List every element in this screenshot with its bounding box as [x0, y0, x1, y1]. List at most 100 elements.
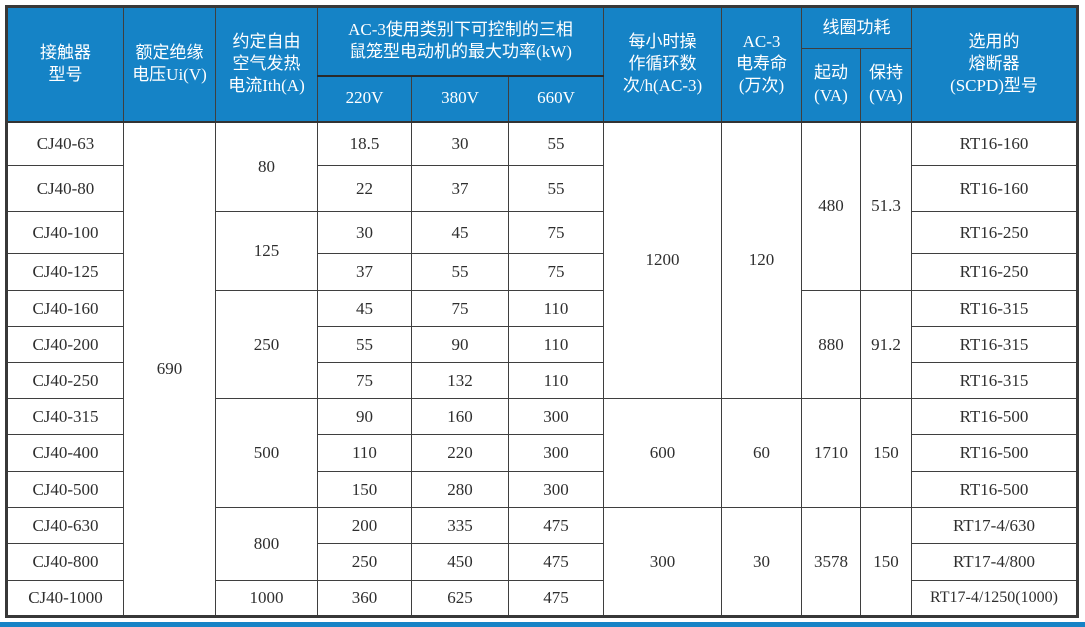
model-cell: CJ40-100 — [6, 211, 124, 254]
power-660-cell: 110 — [508, 362, 604, 399]
power-220-cell: 200 — [317, 507, 412, 544]
power-380-cell: 37 — [411, 165, 509, 212]
ith-span-cell: 125 — [215, 211, 318, 291]
coil-hold-span-cell: 91.2 — [860, 290, 912, 399]
fuse-cell: RT17-4/1250(1000) — [911, 580, 1078, 617]
fuse-cell: RT16-500 — [911, 471, 1078, 508]
power-220-cell: 90 — [317, 398, 412, 435]
table-row: CJ40-100 125 30 45 75 RT16-250 — [6, 211, 1078, 291]
model-cell: CJ40-500 — [6, 471, 124, 508]
table-row: CJ40-160 250 45 75 110 880 91.2 RT16-315 — [6, 290, 1078, 399]
header-220v: 220V — [317, 75, 412, 122]
ith-span-cell: 800 — [215, 507, 318, 581]
table-row: CJ40-125 37 55 75 RT16-250 — [6, 253, 1078, 291]
model-cell: CJ40-160 — [6, 290, 124, 327]
power-220-cell: 250 — [317, 543, 412, 581]
power-660-cell: 55 — [508, 165, 604, 212]
header-contactor-model: 接触器 型号 — [6, 6, 124, 122]
model-cell: CJ40-250 — [6, 362, 124, 399]
power-660-cell: 75 — [508, 253, 604, 291]
power-380-cell: 45 — [411, 211, 509, 254]
model-cell: CJ40-800 — [6, 543, 124, 581]
ui-span-cell: 690 — [123, 121, 216, 617]
power-660-cell: 475 — [508, 543, 604, 581]
ops-span-cell: 1200 — [603, 121, 722, 399]
table-row: CJ40-630 800 200 335 475 300 30 3578 150… — [6, 507, 1078, 617]
fuse-cell: RT16-160 — [911, 165, 1078, 212]
fuse-cell: RT16-160 — [911, 121, 1078, 166]
fuse-cell: RT16-500 — [911, 434, 1078, 472]
ith-span-cell: 500 — [215, 398, 318, 508]
coil-start-span-cell: 1710 — [801, 398, 861, 508]
header-max-power-group: AC-3使用类别下可控制的三相 鼠笼型电动机的最大功率(kW) — [317, 6, 604, 77]
power-380-cell: 132 — [411, 362, 509, 399]
ops-span-cell: 300 — [603, 507, 722, 617]
fuse-cell: RT16-500 — [911, 398, 1078, 435]
power-660-cell: 475 — [508, 580, 604, 617]
power-660-cell: 55 — [508, 121, 604, 166]
life-span-cell: 60 — [721, 398, 802, 508]
coil-start-span-cell: 880 — [801, 290, 861, 399]
power-660-cell: 300 — [508, 398, 604, 435]
power-220-cell: 75 — [317, 362, 412, 399]
model-cell: CJ40-400 — [6, 434, 124, 472]
header-operating-cycles: 每小时操 作循环数 次/h(AC-3) — [603, 6, 722, 122]
coil-hold-span-cell: 51.3 — [860, 121, 912, 291]
power-660-cell: 110 — [508, 290, 604, 327]
header-380v: 380V — [411, 75, 509, 122]
power-380-cell: 220 — [411, 434, 509, 472]
fuse-cell: RT16-250 — [911, 253, 1078, 291]
coil-hold-span-cell: 150 — [860, 398, 912, 508]
header-coil-start: 起动 (VA) — [801, 48, 861, 122]
model-cell: CJ40-630 — [6, 507, 124, 544]
power-220-cell: 30 — [317, 211, 412, 254]
power-380-cell: 450 — [411, 543, 509, 581]
table-row: CJ40-315 500 90 160 300 600 60 1710 150 … — [6, 398, 1078, 508]
model-cell: CJ40-80 — [6, 165, 124, 212]
fuse-cell: RT16-250 — [911, 211, 1078, 254]
power-660-cell: 300 — [508, 434, 604, 472]
coil-hold-span-cell: 150 — [860, 507, 912, 617]
bottom-accent-strip — [0, 622, 1085, 627]
coil-start-span-cell: 480 — [801, 121, 861, 291]
power-380-cell: 160 — [411, 398, 509, 435]
life-span-cell: 120 — [721, 121, 802, 399]
header-660v: 660V — [508, 75, 604, 122]
fuse-cell: RT16-315 — [911, 326, 1078, 363]
table-row: CJ40-500 150 280 300 RT16-500 — [6, 471, 1078, 508]
header-coil-consumption-group: 线圈功耗 — [801, 6, 912, 49]
model-cell: CJ40-125 — [6, 253, 124, 291]
table-row: CJ40-1000 1000 360 625 475 RT17-4/1250(1… — [6, 580, 1078, 617]
model-cell: CJ40-315 — [6, 398, 124, 435]
table-row: CJ40-250 75 132 110 RT16-315 — [6, 362, 1078, 399]
power-380-cell: 55 — [411, 253, 509, 291]
table-row: CJ40-800 250 450 475 RT17-4/800 — [6, 543, 1078, 581]
power-220-cell: 55 — [317, 326, 412, 363]
table-row: CJ40-400 110 220 300 RT16-500 — [6, 434, 1078, 472]
power-220-cell: 360 — [317, 580, 412, 617]
fuse-cell: RT17-4/630 — [911, 507, 1078, 544]
power-380-cell: 335 — [411, 507, 509, 544]
power-220-cell: 37 — [317, 253, 412, 291]
power-220-cell: 22 — [317, 165, 412, 212]
power-380-cell: 75 — [411, 290, 509, 327]
header-fuse-type: 选用的 熔断器 (SCPD)型号 — [911, 6, 1078, 122]
power-660-cell: 110 — [508, 326, 604, 363]
table-header: 接触器 型号 额定绝缘 电压Ui(V) 约定自由 空气发热 电流Ith(A) A… — [6, 6, 1078, 122]
power-220-cell: 45 — [317, 290, 412, 327]
model-cell: CJ40-63 — [6, 121, 124, 166]
contactor-spec-table: 接触器 型号 额定绝缘 电压Ui(V) 约定自由 空气发热 电流Ith(A) A… — [5, 5, 1079, 618]
table-row: CJ40-80 22 37 55 RT16-160 — [6, 165, 1078, 212]
ith-span-cell: 80 — [215, 121, 318, 212]
header-rated-insulation-voltage: 额定绝缘 电压Ui(V) — [123, 6, 216, 122]
life-span-cell: 30 — [721, 507, 802, 617]
ith-span-cell: 250 — [215, 290, 318, 399]
power-380-cell: 30 — [411, 121, 509, 166]
model-cell: CJ40-1000 — [6, 580, 124, 617]
header-thermal-current: 约定自由 空气发热 电流Ith(A) — [215, 6, 318, 122]
power-380-cell: 625 — [411, 580, 509, 617]
power-660-cell: 75 — [508, 211, 604, 254]
power-380-cell: 90 — [411, 326, 509, 363]
power-660-cell: 300 — [508, 471, 604, 508]
model-cell: CJ40-200 — [6, 326, 124, 363]
